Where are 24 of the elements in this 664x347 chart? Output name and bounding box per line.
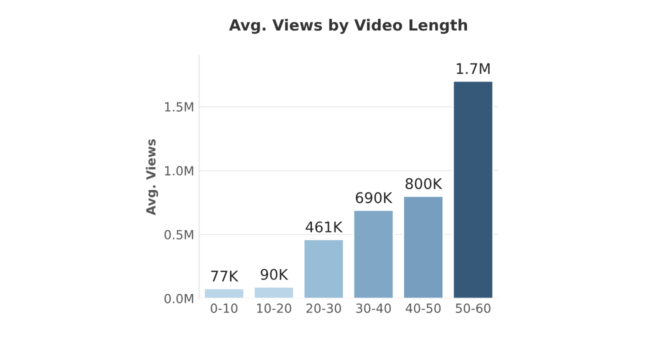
y-tick-label: 1.5M xyxy=(165,102,194,112)
bar xyxy=(452,80,494,298)
bar xyxy=(253,286,295,298)
bar xyxy=(203,288,245,298)
x-tick-label: 50-60 xyxy=(456,304,490,313)
x-tick-label: 30-40 xyxy=(356,304,391,313)
data-label: 690K xyxy=(356,192,393,204)
x-tick-label: 20-30 xyxy=(306,304,342,313)
chart-title: Avg. Views by Video Length xyxy=(229,18,467,34)
bar xyxy=(303,238,344,298)
data-label: 1.7M xyxy=(456,63,490,74)
x-tick-label: 40-50 xyxy=(406,304,441,313)
y-tick-label: 1.0M xyxy=(165,166,194,176)
data-label: 90K xyxy=(260,268,288,280)
bar xyxy=(402,195,444,298)
data-label: 77K xyxy=(211,270,238,282)
y-tick-label: 0.0M xyxy=(164,294,194,304)
y-tick-label: 0.5M xyxy=(164,230,194,240)
x-tick-label: 0-10 xyxy=(210,304,238,313)
data-label: 461K xyxy=(306,221,343,232)
bar xyxy=(352,210,394,298)
y-axis-title: Avg. Views xyxy=(146,139,158,216)
x-tick-label: 10-20 xyxy=(257,304,292,313)
data-label: 800K xyxy=(406,178,442,190)
